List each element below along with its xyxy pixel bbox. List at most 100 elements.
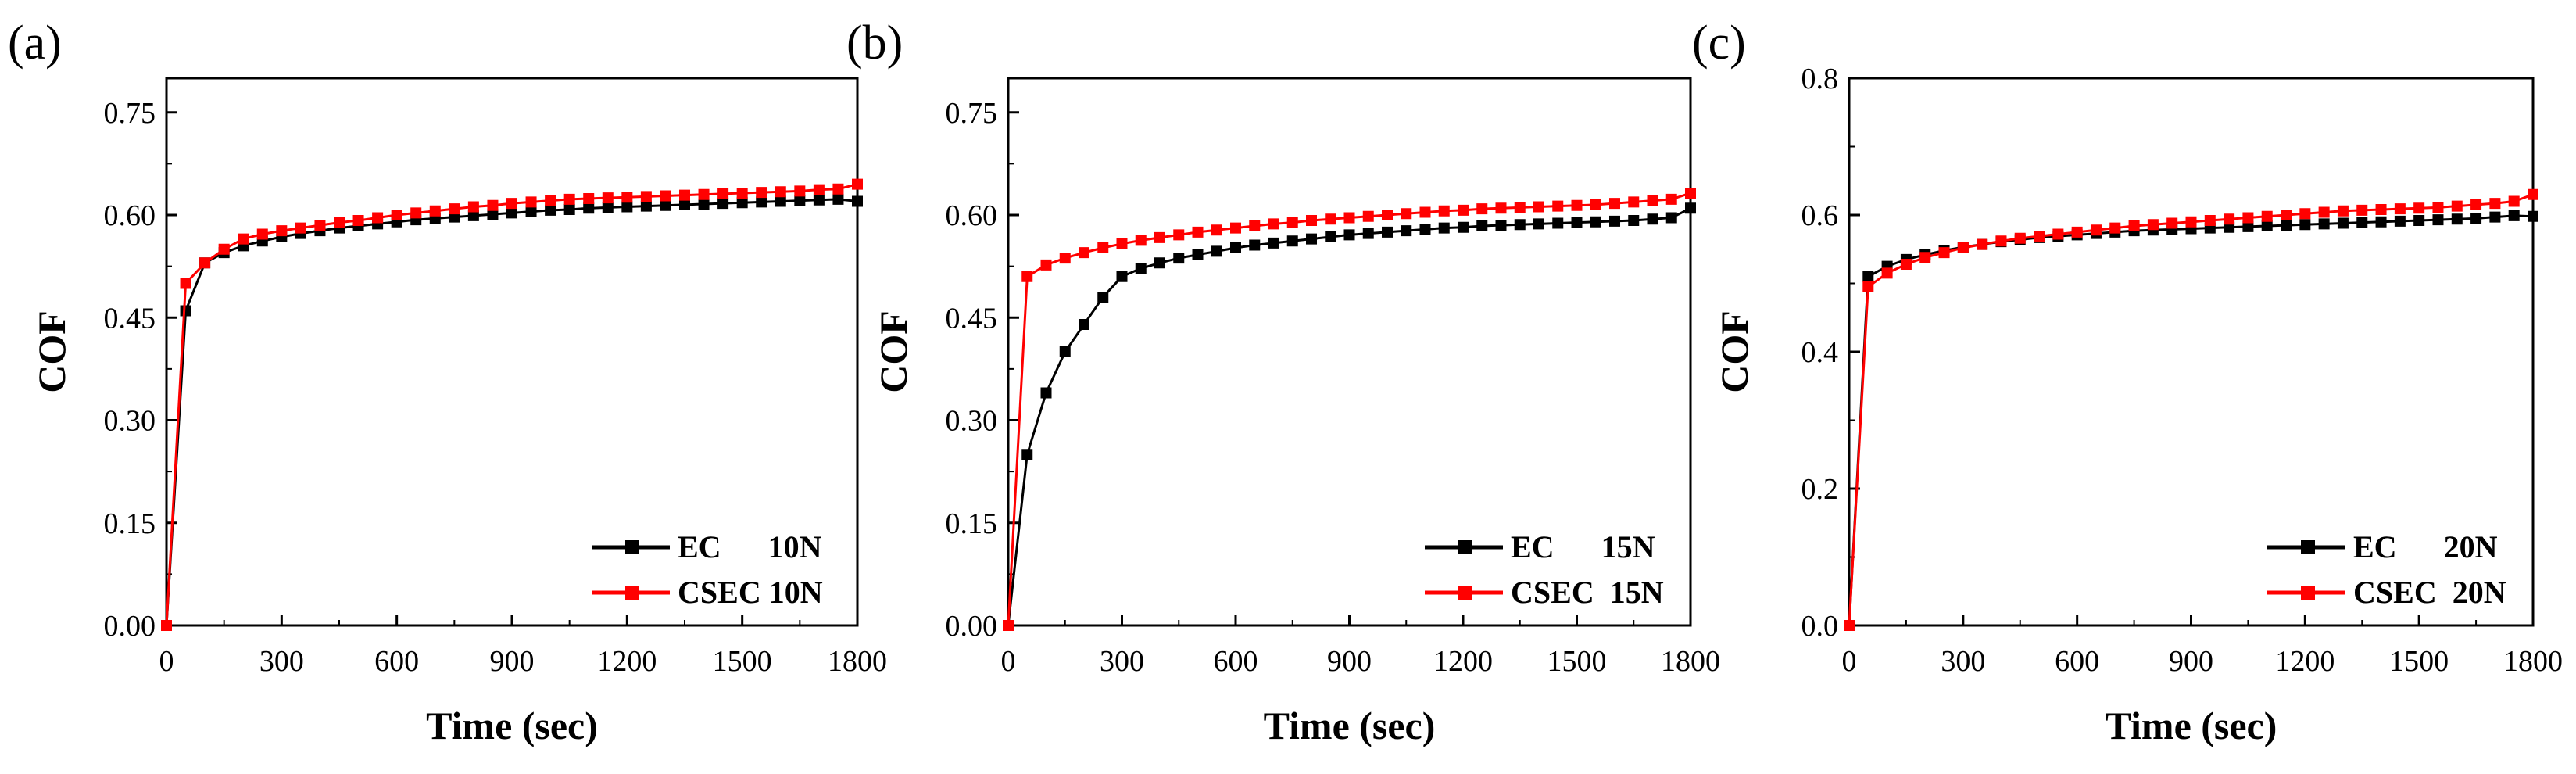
panel-label: (b) [846, 16, 903, 70]
legend-label: CSEC 10N [678, 575, 823, 610]
legend-marker [625, 540, 639, 554]
x-tick-label: 600 [374, 645, 419, 678]
data-point [2375, 216, 2387, 228]
data-point [1919, 252, 1931, 263]
data-point [2318, 206, 2330, 218]
data-point [2470, 199, 2482, 210]
data-point [449, 203, 460, 215]
data-point [1665, 193, 1677, 205]
data-point [1268, 218, 1279, 230]
y-tick-label: 0.8 [1801, 63, 1839, 95]
data-point [1458, 204, 1469, 216]
data-point [1325, 213, 1336, 225]
x-tick-label: 1800 [1661, 645, 1720, 678]
data-point [1173, 253, 1185, 264]
data-point [2128, 220, 2140, 231]
data-point [2281, 220, 2292, 231]
y-tick-label: 0.00 [946, 610, 998, 643]
data-point [545, 204, 556, 216]
legend-label: EC 10N [678, 529, 822, 564]
y-axis-label: COF [30, 310, 73, 393]
data-point [1079, 247, 1089, 259]
data-point [1325, 231, 1336, 242]
x-tick-label: 1800 [828, 645, 887, 678]
y-tick-label: 0.15 [104, 507, 156, 540]
data-point [199, 257, 211, 269]
data-point [679, 189, 690, 201]
data-point [1628, 196, 1640, 208]
data-point [334, 217, 345, 228]
data-point [2204, 215, 2216, 226]
x-tick-label: 900 [2169, 645, 2213, 678]
y-tick-label: 0.0 [1801, 610, 1839, 643]
data-point [2508, 195, 2520, 207]
legend-label: EC 20N [2353, 529, 2498, 564]
data-point [640, 200, 652, 212]
x-axis-label: Time (sec) [1264, 704, 1436, 747]
data-point [1306, 215, 1317, 226]
y-tick-label: 0.4 [1801, 336, 1839, 369]
data-point [218, 243, 230, 255]
data-point [2394, 215, 2406, 227]
x-tick-label: 900 [490, 645, 535, 678]
data-point [698, 199, 710, 210]
data-point [852, 195, 863, 207]
legend-label: EC 15N [1511, 529, 1655, 564]
y-tick-label: 0.15 [946, 507, 998, 540]
data-point [314, 220, 326, 231]
data-point [1495, 202, 1507, 214]
data-point [410, 207, 422, 219]
data-point [180, 278, 191, 289]
data-point [1079, 319, 1089, 330]
y-tick-label: 0.6 [1801, 199, 1839, 232]
data-point [2261, 210, 2273, 222]
data-point [1900, 259, 1912, 270]
x-tick-label: 900 [1327, 645, 1372, 678]
data-point [736, 197, 748, 209]
data-point [1609, 198, 1620, 210]
data-point [775, 186, 786, 198]
x-tick-label: 1500 [713, 645, 772, 678]
data-point [2147, 219, 2159, 231]
data-point [506, 198, 517, 210]
data-point [276, 225, 288, 237]
data-point [1938, 247, 1950, 259]
y-tick-label: 0.60 [946, 199, 998, 232]
data-point [372, 212, 384, 224]
data-point [1040, 259, 1052, 271]
y-axis-label: COF [1712, 310, 1756, 393]
legend-marker [1458, 540, 1472, 554]
data-point [161, 620, 172, 631]
data-point [1628, 215, 1640, 226]
data-point [832, 193, 844, 205]
y-tick-label: 0.45 [946, 302, 998, 335]
data-point [2318, 218, 2330, 230]
data-point [1438, 222, 1450, 234]
data-point [2261, 220, 2273, 231]
data-point [1116, 271, 1128, 282]
x-tick-label: 1500 [2389, 645, 2449, 678]
data-point [621, 192, 633, 203]
data-point [564, 193, 575, 205]
y-tick-label: 0.00 [104, 610, 156, 643]
data-point [1116, 238, 1128, 249]
x-tick-label: 1200 [2275, 645, 2334, 678]
data-point [1211, 224, 1222, 236]
data-point [1590, 216, 1601, 228]
data-point [583, 193, 595, 204]
data-point [1419, 206, 1431, 218]
data-point [852, 178, 863, 190]
data-point [1665, 212, 1677, 224]
data-point [1401, 208, 1412, 220]
legend-marker [1458, 586, 1472, 600]
data-point [1590, 199, 1601, 210]
data-point [2356, 204, 2368, 216]
data-point [1021, 449, 1033, 460]
data-point [1495, 220, 1507, 231]
data-point [813, 194, 825, 206]
data-point [295, 222, 306, 234]
data-point [2375, 204, 2387, 215]
data-point [1192, 226, 1204, 238]
data-point [1211, 245, 1222, 257]
